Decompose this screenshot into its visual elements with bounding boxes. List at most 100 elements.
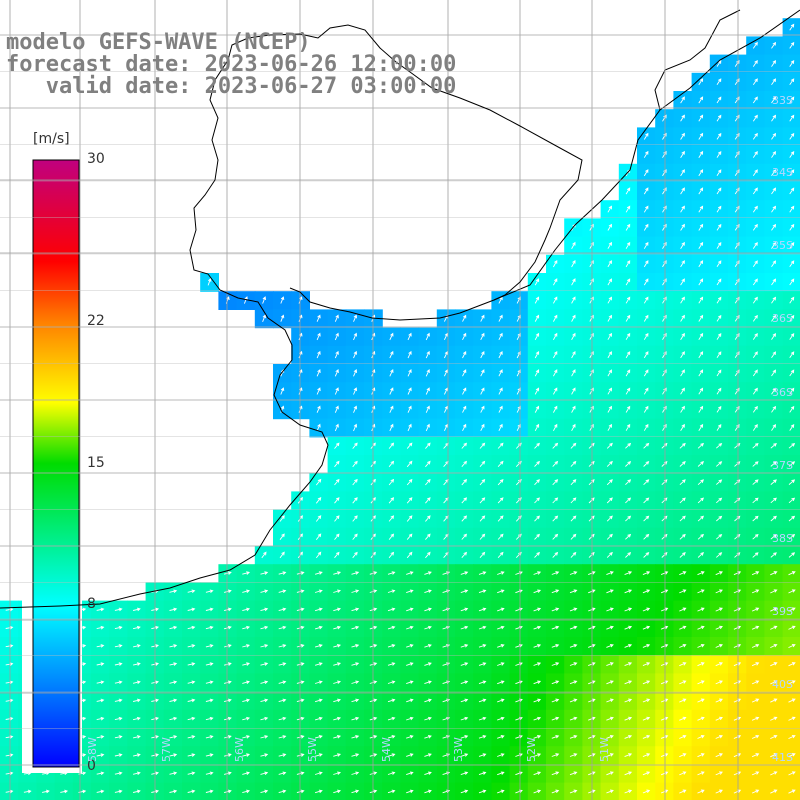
wind-arrow [223,753,232,757]
wind-arrow [607,423,612,431]
wind-arrow [643,405,649,413]
wind-arrow [460,680,469,685]
wind-arrow [789,278,795,286]
wind-arrow [132,716,141,721]
wind-arrow [424,644,432,648]
wind-arrow [643,552,650,558]
wind-arrow [351,771,360,775]
wind-arrow [406,442,413,449]
wind-arrow [607,278,612,286]
wind-arrow [205,716,214,721]
wind-arrow [751,753,760,758]
wind-arrow [589,241,594,249]
wind-arrow [205,789,214,794]
wind-arrow [570,497,577,504]
wind-arrow [352,497,358,504]
wind-arrow [551,607,560,612]
wind-arrow [478,571,487,575]
wind-arrow [789,78,795,86]
wind-arrow [497,497,504,504]
wind-arrow [751,589,760,594]
wind-arrow [680,423,685,431]
wind-arrow [643,205,649,213]
wind-arrow [480,332,485,341]
wind-arrow [715,734,723,739]
wind-arrow [697,753,705,758]
wind-arrow [316,332,321,341]
wind-arrow [333,625,342,630]
wind-arrow [406,662,414,666]
wind-arrow [314,771,323,775]
wind-arrow [752,242,758,249]
wind-arrow [589,332,594,340]
wind-arrow [789,169,795,177]
wind-arrow [788,716,796,721]
wind-arrow [698,223,704,231]
wind-arrow [660,680,669,685]
wind-arrow [788,571,796,576]
wind-arrow [406,607,414,612]
wind-arrow [388,515,395,522]
wind-arrow [697,625,705,630]
wind-arrow [789,424,795,431]
wind-arrow [698,405,704,413]
wind-arrow [571,350,576,359]
wind-arrow [498,350,503,359]
wind-arrow [588,771,596,776]
wind-arrow [242,716,251,721]
wind-arrow [679,643,687,648]
wind-arrow [333,589,342,593]
wind-arrow [552,497,559,504]
wind-arrow [205,698,214,703]
wind-arrow [551,643,560,648]
wind-arrow [553,314,558,322]
title-model: modelo GEFS-WAVE (NCEP) [6,30,311,55]
wind-arrow [771,114,777,122]
wind-arrow [534,387,540,395]
wind-arrow [114,644,123,648]
wind-arrow [333,716,342,721]
wind-arrow [660,789,669,794]
wind-arrow [169,753,178,757]
wind-arrow [679,515,686,522]
wind-arrow [278,735,287,739]
wind-arrow [132,735,141,739]
wind-arrow [752,497,759,504]
wind-arrow [697,607,705,612]
wind-arrow [114,607,123,612]
wind-arrow [223,735,232,739]
wind-arrow [697,479,705,486]
wind-arrow [770,716,778,721]
wind-arrow [716,533,723,540]
wind-arrow [770,698,778,703]
wind-arrow [333,644,342,648]
wind-arrow [771,96,777,104]
wind-arrow [553,278,558,286]
wind-vector-field [5,23,796,794]
wind-arrow [788,552,796,558]
wind-arrow [715,771,723,776]
wind-arrow [679,442,686,449]
wind-arrow [334,442,340,449]
wind-arrow [334,423,339,432]
wind-arrow [697,680,705,685]
wind-arrow [223,698,232,703]
wind-arrow [462,332,467,341]
wind-arrow [698,96,704,104]
wind-arrow [205,625,214,630]
wind-arrow [114,716,123,721]
lat-label: 34S [772,166,793,179]
wind-arrow [571,241,576,250]
wind-arrow [223,607,232,612]
lon-label: 54W [380,737,393,762]
wind-arrow [460,607,469,612]
wind-arrow [771,369,777,377]
wind-arrow [498,387,503,395]
wind-arrow [315,551,322,559]
wind-arrow [480,314,485,322]
wind-arrow [751,571,760,576]
wind-arrow [480,350,485,359]
wind-arrow [589,260,594,268]
wind-arrow [789,260,795,268]
wind-arrow [205,680,214,685]
